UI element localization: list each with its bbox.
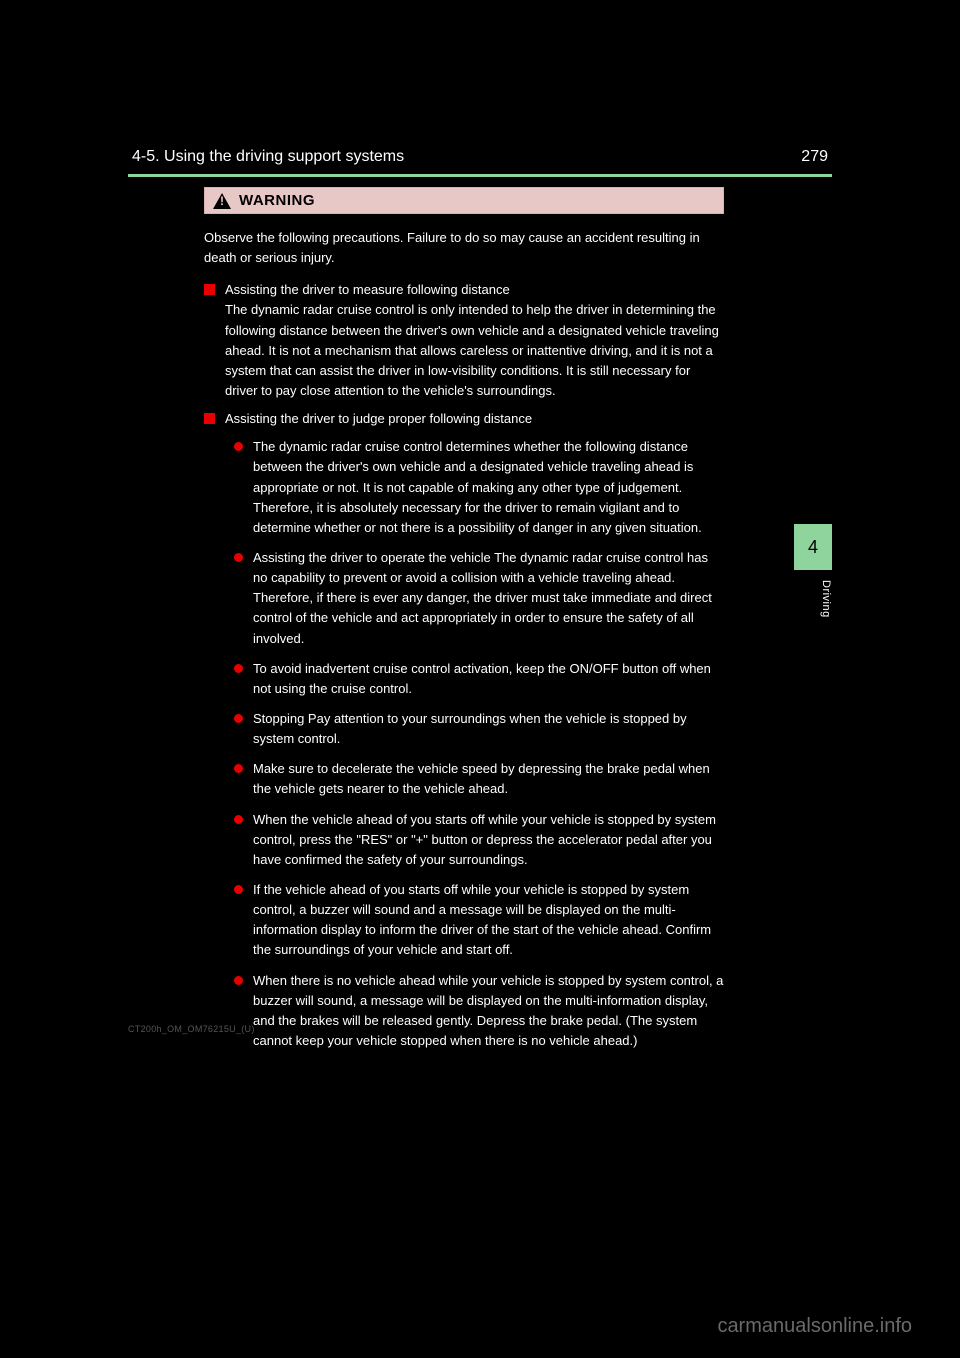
chapter-number: 4 xyxy=(808,537,818,558)
watermark: carmanualsonline.info xyxy=(717,1315,912,1338)
bullet-text: Assisting the driver to operate the vehi… xyxy=(253,548,724,649)
bullet-dot-icon xyxy=(234,976,243,985)
chapter-tab: 4 xyxy=(794,524,832,570)
header-rule xyxy=(128,174,832,177)
page-header: 4-5. Using the driving support systems 2… xyxy=(128,148,832,174)
manual-page: 4-5. Using the driving support systems 2… xyxy=(128,148,832,1061)
list-item: Stopping Pay attention to your surroundi… xyxy=(234,709,724,749)
bullet-dot-icon xyxy=(234,885,243,894)
bullet-dot-icon xyxy=(234,815,243,824)
bullet-text: When there is no vehicle ahead while you… xyxy=(253,971,724,1052)
warning-label: WARNING xyxy=(239,192,315,209)
list-item: To avoid inadvertent cruise control acti… xyxy=(234,659,724,699)
section-heading: Assisting the driver to judge proper fol… xyxy=(225,409,532,429)
bullet-text: The dynamic radar cruise control determi… xyxy=(253,437,724,538)
warning-content: Observe the following precautions. Failu… xyxy=(204,214,724,1051)
bullet-dot-icon xyxy=(234,714,243,723)
chapter-label: Driving xyxy=(794,580,832,618)
bullet-text: Make sure to decelerate the vehicle spee… xyxy=(253,759,724,799)
section-body: The dynamic radar cruise control is only… xyxy=(225,300,724,401)
bullet-dot-icon xyxy=(234,442,243,451)
list-item: Assisting the driver to operate the vehi… xyxy=(234,548,724,649)
bullet-text: When the vehicle ahead of you starts off… xyxy=(253,810,724,870)
list-item: When the vehicle ahead of you starts off… xyxy=(234,810,724,870)
page-number: 279 xyxy=(801,148,828,166)
warning-section: Assisting the driver to judge proper fol… xyxy=(204,409,724,429)
bullet-text: If the vehicle ahead of you starts off w… xyxy=(253,880,724,961)
document-code: CT200h_OM_OM76215U_(U) xyxy=(128,1024,255,1034)
square-bullet-icon xyxy=(204,413,215,424)
bullet-dot-icon xyxy=(234,553,243,562)
bullet-dot-icon xyxy=(234,664,243,673)
square-bullet-icon xyxy=(204,284,215,295)
warning-section: Assisting the driver to measure followin… xyxy=(204,280,724,401)
warning-intro: Observe the following precautions. Failu… xyxy=(204,228,724,268)
bullet-text: Stopping Pay attention to your surroundi… xyxy=(253,709,724,749)
section-title: 4-5. Using the driving support systems xyxy=(132,148,404,166)
list-item: When there is no vehicle ahead while you… xyxy=(234,971,724,1052)
section-heading: Assisting the driver to measure followin… xyxy=(225,280,724,300)
bullet-dot-icon xyxy=(234,764,243,773)
warning-triangle-icon xyxy=(213,193,231,209)
list-item: If the vehicle ahead of you starts off w… xyxy=(234,880,724,961)
warning-banner: WARNING xyxy=(204,187,724,214)
list-item: The dynamic radar cruise control determi… xyxy=(234,437,724,538)
bullet-text: To avoid inadvertent cruise control acti… xyxy=(253,659,724,699)
bullet-list: The dynamic radar cruise control determi… xyxy=(234,437,724,1051)
list-item: Make sure to decelerate the vehicle spee… xyxy=(234,759,724,799)
